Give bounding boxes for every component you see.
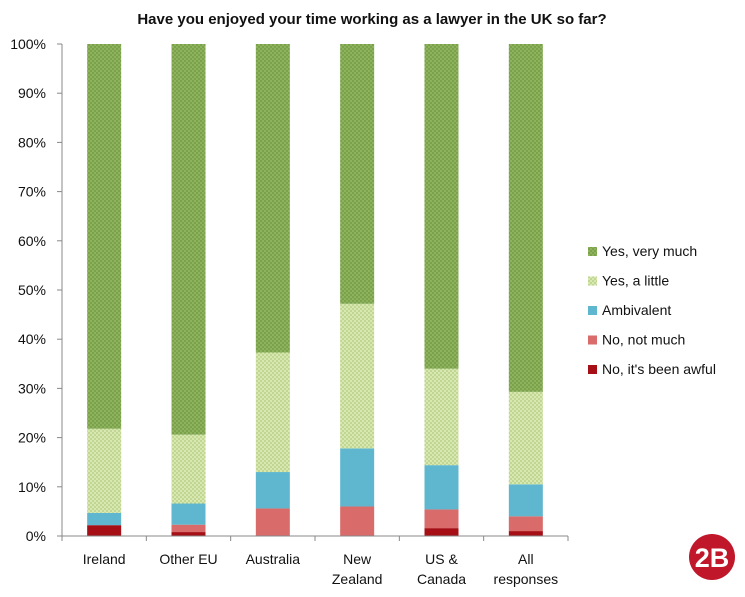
bar-segment (424, 528, 459, 536)
legend-swatch (588, 276, 597, 286)
y-tick-label: 100% (10, 36, 46, 52)
bar-segment (171, 503, 206, 525)
bar-segment (508, 391, 543, 485)
bar-segment (424, 368, 459, 466)
bar-segment (508, 484, 543, 517)
legend-label: No, not much (602, 332, 685, 348)
bar-segment (87, 525, 122, 536)
bar-segment (87, 512, 122, 526)
y-tick-label: 50% (18, 282, 46, 298)
bar-segment (171, 434, 206, 504)
brand-logo: 2B (689, 534, 735, 580)
legend-label: Ambivalent (602, 302, 671, 318)
bar-segment (508, 44, 543, 392)
bar-segment (340, 448, 375, 507)
x-tick-label: All responses (494, 551, 559, 587)
x-tick-label: Ireland (83, 551, 126, 567)
logo-badge (689, 534, 735, 580)
bar-segment (340, 303, 375, 449)
bar-segment (424, 44, 459, 369)
bar-segment (255, 352, 290, 473)
legend-swatch (588, 306, 597, 315)
legend-swatch (588, 247, 597, 256)
bar-segment (424, 509, 459, 529)
bar-segment (87, 44, 122, 429)
bar-segment (87, 428, 122, 513)
y-tick-label: 40% (18, 331, 46, 347)
bar-segment (255, 44, 290, 353)
bar-segment (171, 524, 206, 533)
y-tick-label: 10% (18, 479, 46, 495)
bar-segment (255, 508, 290, 536)
x-axis: Ireland Other EU Australia New Zealand US & Ca… (61, 535, 569, 587)
y-tick-label: 90% (18, 85, 46, 101)
y-tick-label: 0% (26, 528, 46, 544)
bar-segment (255, 472, 290, 509)
x-tick-label: Australia (246, 551, 301, 567)
bar-segment (171, 532, 206, 536)
bar-segment (508, 531, 543, 536)
bar-segment (340, 44, 375, 304)
chart-title: Have you enjoyed your time working as a … (137, 11, 606, 28)
bar-segment (508, 516, 543, 532)
x-tick-label: New Zealand (332, 551, 383, 587)
x-tick-label: Other EU (159, 551, 217, 567)
bar-segment (424, 465, 459, 510)
legend-label: Yes, very much (602, 243, 697, 259)
y-tick-label: 20% (18, 430, 46, 446)
y-tick-label: 80% (18, 134, 46, 150)
legend-label: No, it's been awful (602, 361, 716, 377)
y-tick-label: 30% (18, 380, 46, 396)
legend-swatch (588, 365, 597, 374)
y-tick-label: 60% (18, 233, 46, 249)
legend-label: Yes, a little (602, 273, 669, 289)
y-tick-label: 70% (18, 184, 46, 200)
bar-segment (340, 506, 375, 536)
y-axis: 0% 10% 20% 30% 40% 50% 60% 70% 80% 90% 100% (10, 36, 63, 544)
legend: Yes, very much Yes, a little Ambivalent No,… (588, 243, 716, 377)
bar-segment (171, 44, 206, 435)
logo-text: 2B (695, 543, 730, 573)
bars-group (87, 44, 543, 536)
legend-swatch (588, 335, 597, 345)
x-tick-label: US & Canada (417, 551, 466, 587)
